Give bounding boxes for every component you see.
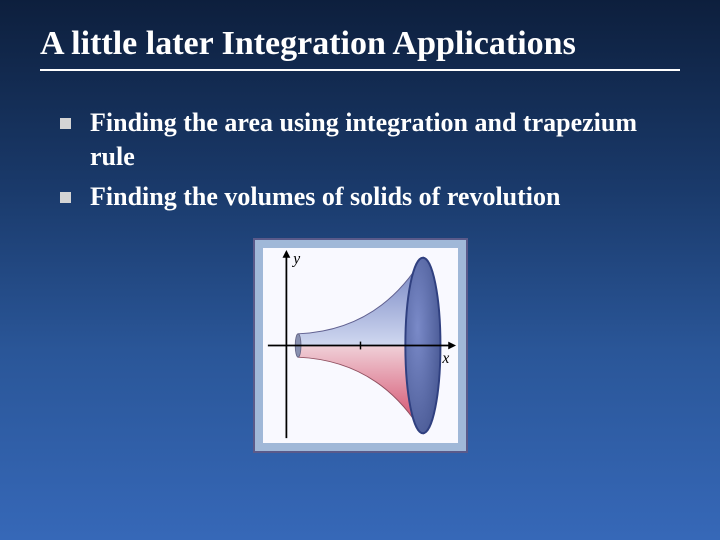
figure-container: yx <box>40 238 680 453</box>
bullet-list: Finding the area using integration and t… <box>40 106 680 213</box>
slide-title: A little later Integration Applications <box>40 25 680 63</box>
bullet-item: Finding the volumes of solids of revolut… <box>60 180 680 214</box>
revolution-solid-svg: yx <box>263 248 458 443</box>
svg-text:y: y <box>291 251 300 268</box>
bullet-item: Finding the area using integration and t… <box>60 106 680 174</box>
revolution-solid-figure: yx <box>253 238 468 453</box>
title-underline <box>40 69 680 71</box>
svg-text:x: x <box>441 350 449 367</box>
figure-plot-area: yx <box>263 248 458 443</box>
slide-container: A little later Integration Applications … <box>0 0 720 540</box>
